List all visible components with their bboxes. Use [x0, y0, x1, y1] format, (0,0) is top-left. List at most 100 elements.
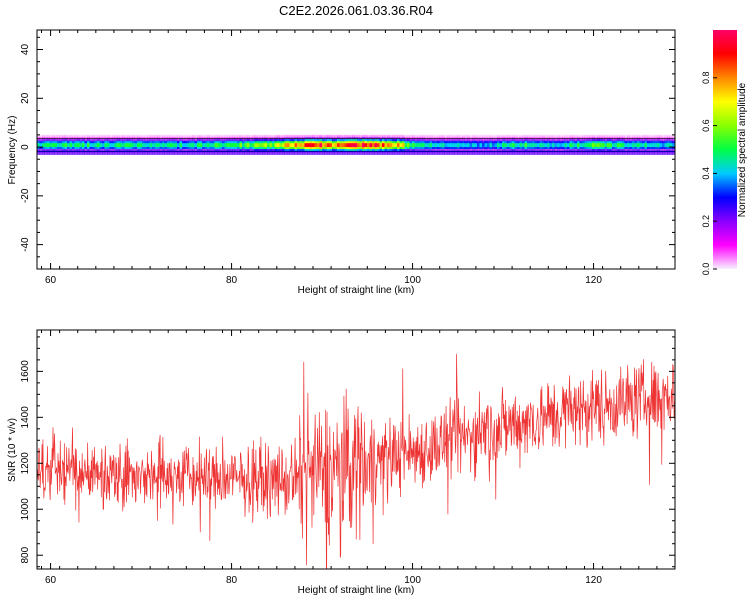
heatmap-cell: [252, 134, 255, 138]
heatmap-cell: [169, 134, 173, 138]
heatmap-cell: [424, 134, 428, 138]
heatmap-cell: [174, 134, 178, 138]
heatmap-cell: [37, 134, 40, 138]
heatmap-cell: [467, 134, 470, 138]
heatmap-cell: [519, 146, 523, 150]
heatmap-cell: [564, 152, 568, 155]
heatmap-cell: [399, 138, 403, 142]
heatmap-cell: [272, 144, 275, 148]
heatmap-cell: [554, 144, 558, 148]
heatmap-cell: [172, 144, 175, 148]
snr-y-tick-label: 1600: [20, 360, 31, 383]
heatmap-cell: [669, 146, 673, 150]
heatmap-cell: [584, 140, 588, 144]
heatmap-cell: [469, 142, 473, 146]
heatmap-cell: [442, 148, 445, 151]
heatmap-cell: [662, 138, 665, 142]
heatmap-cell: [469, 148, 473, 151]
heatmap-cell: [439, 146, 443, 150]
heatmap-cell: [429, 140, 433, 144]
heatmap-cell: [537, 148, 540, 151]
heatmap-cell: [459, 144, 463, 148]
heatmap-cell: [227, 146, 230, 150]
heatmap-cell: [52, 144, 55, 148]
heatmap-cell: [289, 138, 293, 142]
heatmap-cell: [79, 142, 83, 146]
heatmap-cell: [609, 142, 613, 146]
heatmap-cell: [607, 144, 610, 148]
heatmap-cell: [434, 138, 438, 142]
heatmap-cell: [242, 138, 245, 142]
heatmap-cell: [384, 142, 388, 146]
heatmap-cell: [82, 142, 85, 146]
heatmap-cell: [159, 134, 163, 138]
heatmap-cell: [239, 144, 243, 148]
heatmap-cell: [132, 142, 135, 146]
heatmap-cell: [87, 144, 90, 148]
heatmap-cell: [664, 140, 668, 144]
heatmap-cell: [119, 146, 123, 150]
heatmap-cell: [532, 152, 535, 155]
heatmap-cell: [264, 138, 268, 142]
heatmap-cell: [517, 142, 520, 146]
heatmap-cell: [424, 146, 428, 150]
heatmap-cell: [212, 148, 215, 151]
heatmap-cell: [207, 142, 210, 146]
heatmap-cell: [554, 138, 558, 142]
heatmap-cell: [329, 146, 333, 150]
heatmap-cell: [437, 152, 440, 155]
heatmap-cell: [147, 148, 150, 151]
heatmap-cell: [57, 148, 60, 151]
snr-x-ticks: 60 80 100 120: [41, 330, 676, 586]
heatmap-cell: [379, 146, 383, 150]
heatmap-cell: [419, 134, 423, 138]
heatmap-cell: [382, 134, 385, 138]
heatmap-cell: [127, 142, 130, 146]
heatmap-cell: [644, 148, 648, 151]
heatmap-cell: [357, 146, 360, 150]
heatmap-cell: [99, 142, 103, 146]
heatmap-cell: [662, 152, 665, 155]
heatmap-cell: [357, 152, 360, 155]
heatmap-cell: [562, 148, 565, 151]
heatmap-cell: [97, 138, 100, 142]
heatmap-cell: [239, 146, 243, 150]
heatmap-cell: [642, 140, 645, 144]
heatmap-cell: [114, 152, 118, 155]
heatmap-cell: [624, 144, 628, 148]
heatmap-cell: [277, 148, 280, 151]
heatmap-cell: [232, 140, 235, 144]
heatmap-cell: [497, 140, 500, 144]
heatmap-cell: [144, 138, 148, 142]
heatmap-cell: [179, 140, 183, 144]
heatmap-cell: [582, 134, 585, 138]
heatmap-cell: [454, 152, 458, 155]
heatmap-cell: [567, 142, 570, 146]
heatmap-cell: [409, 142, 413, 146]
heatmap-cell: [104, 148, 108, 151]
heatmap-cell: [529, 134, 533, 138]
heatmap-cell: [667, 134, 670, 138]
heatmap-cell: [594, 144, 598, 148]
heatmap-cell: [399, 144, 403, 148]
heatmap-cell: [334, 152, 338, 155]
heatmap-cell: [657, 144, 660, 148]
heatmap-cell: [134, 142, 138, 146]
heatmap-cell: [314, 144, 318, 148]
heatmap-cell: [432, 134, 435, 138]
heatmap-cell: [452, 152, 455, 155]
heatmap-cell: [157, 140, 160, 144]
heatmap-cell: [144, 146, 148, 150]
heatmap-cell: [609, 144, 613, 148]
heatmap-cell: [517, 140, 520, 144]
heatmap-cell: [419, 152, 423, 155]
heatmap-cell: [299, 144, 303, 148]
heatmap-cell: [94, 146, 98, 150]
heatmap-cell: [637, 144, 640, 148]
heatmap-cell: [327, 148, 330, 151]
heatmap-cell: [302, 144, 305, 148]
heatmap-cell: [542, 142, 545, 146]
heatmap-cell: [487, 148, 490, 151]
heatmap-cell: [47, 138, 50, 142]
heatmap-cell: [157, 138, 160, 142]
